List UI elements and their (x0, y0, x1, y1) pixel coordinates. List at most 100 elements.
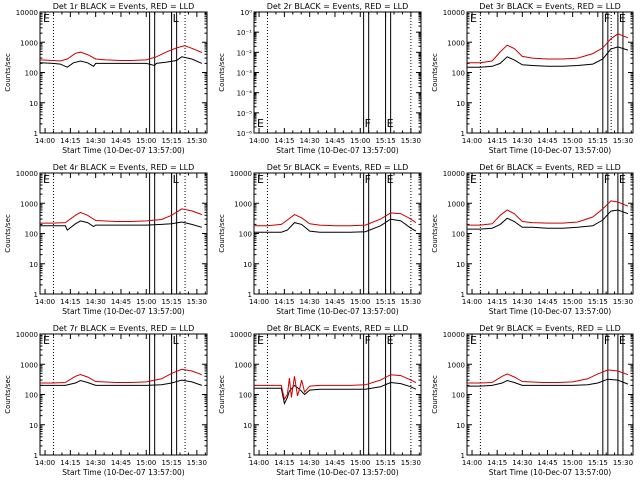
chart-panel-4: Det 4r BLACK = Events, RED = LLD 1 10 100 10… (4, 163, 208, 316)
x-tick-label: 14:00 (249, 459, 269, 467)
y-axis-label: Counts/sec (218, 53, 226, 92)
y-tick-label: 10 (243, 261, 252, 269)
x-tick-label: 14:00 (35, 459, 55, 467)
chart-panel-6: Det 6r BLACK = Events, RED = LLD 1 10 100 10… (431, 163, 634, 316)
chart-panel-3: Det 3r BLACK = Events, RED = LLD 1 10 100 10… (431, 2, 634, 155)
chart-panel-5: Det 5r BLACK = Events, RED = LLD 1 10 100 10… (218, 163, 422, 316)
x-tick-label: 14:30 (300, 298, 320, 306)
x-tick-label: 14:45 (537, 459, 557, 467)
y-tick-label: 1 (461, 452, 465, 460)
x-tick-label: 15:15 (375, 298, 395, 306)
x-tick-label: 15:30 (187, 459, 207, 467)
flag-letter: F (365, 334, 371, 347)
x-tick-label: 14:00 (249, 298, 269, 306)
y-tick-label: 10000 (230, 331, 252, 339)
y-tick-label: 10 (456, 100, 465, 108)
chart-title: Det 6r BLACK = Events, RED = LLD (479, 163, 621, 172)
series-line-events (254, 381, 417, 406)
flag-letter: F (365, 173, 371, 186)
x-tick-label: 14:45 (325, 298, 345, 306)
flag-letter: E (257, 173, 264, 186)
flag-letter: F (604, 334, 610, 347)
x-tick-label: 14:45 (111, 298, 131, 306)
flag-letter: L (173, 12, 180, 25)
y-tick-label: 1 (34, 452, 38, 460)
chart-title: Det 3r BLACK = Events, RED = LLD (479, 2, 621, 11)
x-tick-label: 15:15 (588, 137, 608, 145)
y-tick-label: 10 (243, 422, 252, 430)
y-tick-label: 10⁻⁶ (237, 130, 253, 138)
x-axis-label: Start Time (10-Dec-07 13:57:00) (62, 146, 184, 155)
y-tick-label: 100 (452, 70, 465, 78)
x-tick-label: 14:30 (512, 137, 532, 145)
x-tick-label: 15:15 (161, 459, 181, 467)
x-tick-label: 14:15 (487, 459, 507, 467)
y-tick-label: 100 (452, 231, 465, 239)
x-tick-label: 15:00 (563, 298, 583, 306)
chart-title: Det 4r BLACK = Events, RED = LLD (53, 163, 195, 172)
x-tick-label: 15:15 (161, 137, 181, 145)
x-tick-label: 15:00 (136, 137, 156, 145)
flag-letter: E (387, 334, 394, 347)
chart-panel-8: Det 8r BLACK = Events, RED = LLD 1 10 100 10… (218, 324, 422, 477)
y-tick-label: 10 (29, 261, 38, 269)
chart-title: Det 2r BLACK = Events, RED = LLD (267, 2, 409, 11)
y-tick-label: 100 (25, 70, 38, 78)
x-axis-label: Start Time (10-Dec-07 13:57:00) (276, 307, 398, 316)
flag-letter: E (619, 173, 626, 186)
y-tick-label: 1 (461, 130, 465, 138)
y-tick-label: 10⁻⁵ (237, 110, 253, 118)
x-tick-label: 14:30 (86, 137, 106, 145)
y-tick-label: 10 (456, 422, 465, 430)
y-tick-label: 1000 (447, 361, 465, 369)
x-tick-label: 14:45 (111, 137, 131, 145)
plot-frame (253, 333, 422, 456)
flag-letter: E (43, 173, 50, 186)
y-tick-label: 10⁻² (237, 49, 253, 57)
y-axis-label: Counts/sec (431, 53, 439, 92)
y-axis-label: Counts/sec (4, 214, 12, 253)
series-line-lld (39, 45, 203, 62)
x-tick-label: 14:15 (274, 459, 294, 467)
y-tick-label: 1000 (234, 200, 252, 208)
x-tick-label: 14:30 (512, 459, 532, 467)
x-axis-label: Start Time (10-Dec-07 13:57:00) (489, 468, 611, 477)
x-axis-label: Start Time (10-Dec-07 13:57:00) (276, 468, 398, 477)
x-tick-label: 14:15 (487, 137, 507, 145)
x-tick-label: 15:00 (563, 137, 583, 145)
flag-letter: E (470, 173, 477, 186)
flag-letter: E (619, 334, 626, 347)
plot-frame (253, 11, 422, 134)
y-tick-label: 100 (25, 231, 38, 239)
chart-title: Det 9r BLACK = Events, RED = LLD (479, 324, 621, 333)
series-line-lld (467, 33, 629, 64)
series-line-lld (40, 368, 203, 384)
series-line-lld (467, 369, 629, 384)
x-axis-label: Start Time (10-Dec-07 13:57:00) (489, 146, 611, 155)
y-axis-label: Counts/sec (431, 214, 439, 253)
x-tick-label: 15:30 (613, 137, 633, 145)
x-tick-label: 15:15 (588, 459, 608, 467)
series-line-events (40, 220, 203, 231)
y-tick-label: 10⁻¹ (237, 29, 253, 37)
flag-letter: E (470, 12, 477, 25)
flag-letter: E (387, 117, 394, 130)
chart-panel-2: Det 2r BLACK = Events, RED = LLD 10⁻⁶ 10⁻⁵… (218, 2, 422, 155)
x-tick-label: 14:15 (274, 298, 294, 306)
x-tick-label: 15:00 (350, 298, 370, 306)
x-tick-label: 14:00 (462, 298, 482, 306)
x-tick-label: 15:30 (613, 459, 633, 467)
y-tick-label: 10000 (230, 170, 252, 178)
chart-title: Det 1r BLACK = Events, RED = LLD (53, 2, 195, 11)
chart-panel-9: Det 9r BLACK = Events, RED = LLD 1 10 100 10… (431, 324, 634, 477)
series-line-events (467, 209, 629, 230)
x-tick-label: 15:15 (588, 298, 608, 306)
x-axis-label: Start Time (10-Dec-07 13:57:00) (62, 468, 184, 477)
flag-letter: E (257, 334, 264, 347)
series-line-lld (254, 374, 417, 401)
y-tick-label: 1000 (447, 200, 465, 208)
x-tick-label: 14:30 (86, 459, 106, 467)
x-tick-label: 14:45 (537, 298, 557, 306)
y-axis-label: Counts/sec (4, 375, 12, 414)
